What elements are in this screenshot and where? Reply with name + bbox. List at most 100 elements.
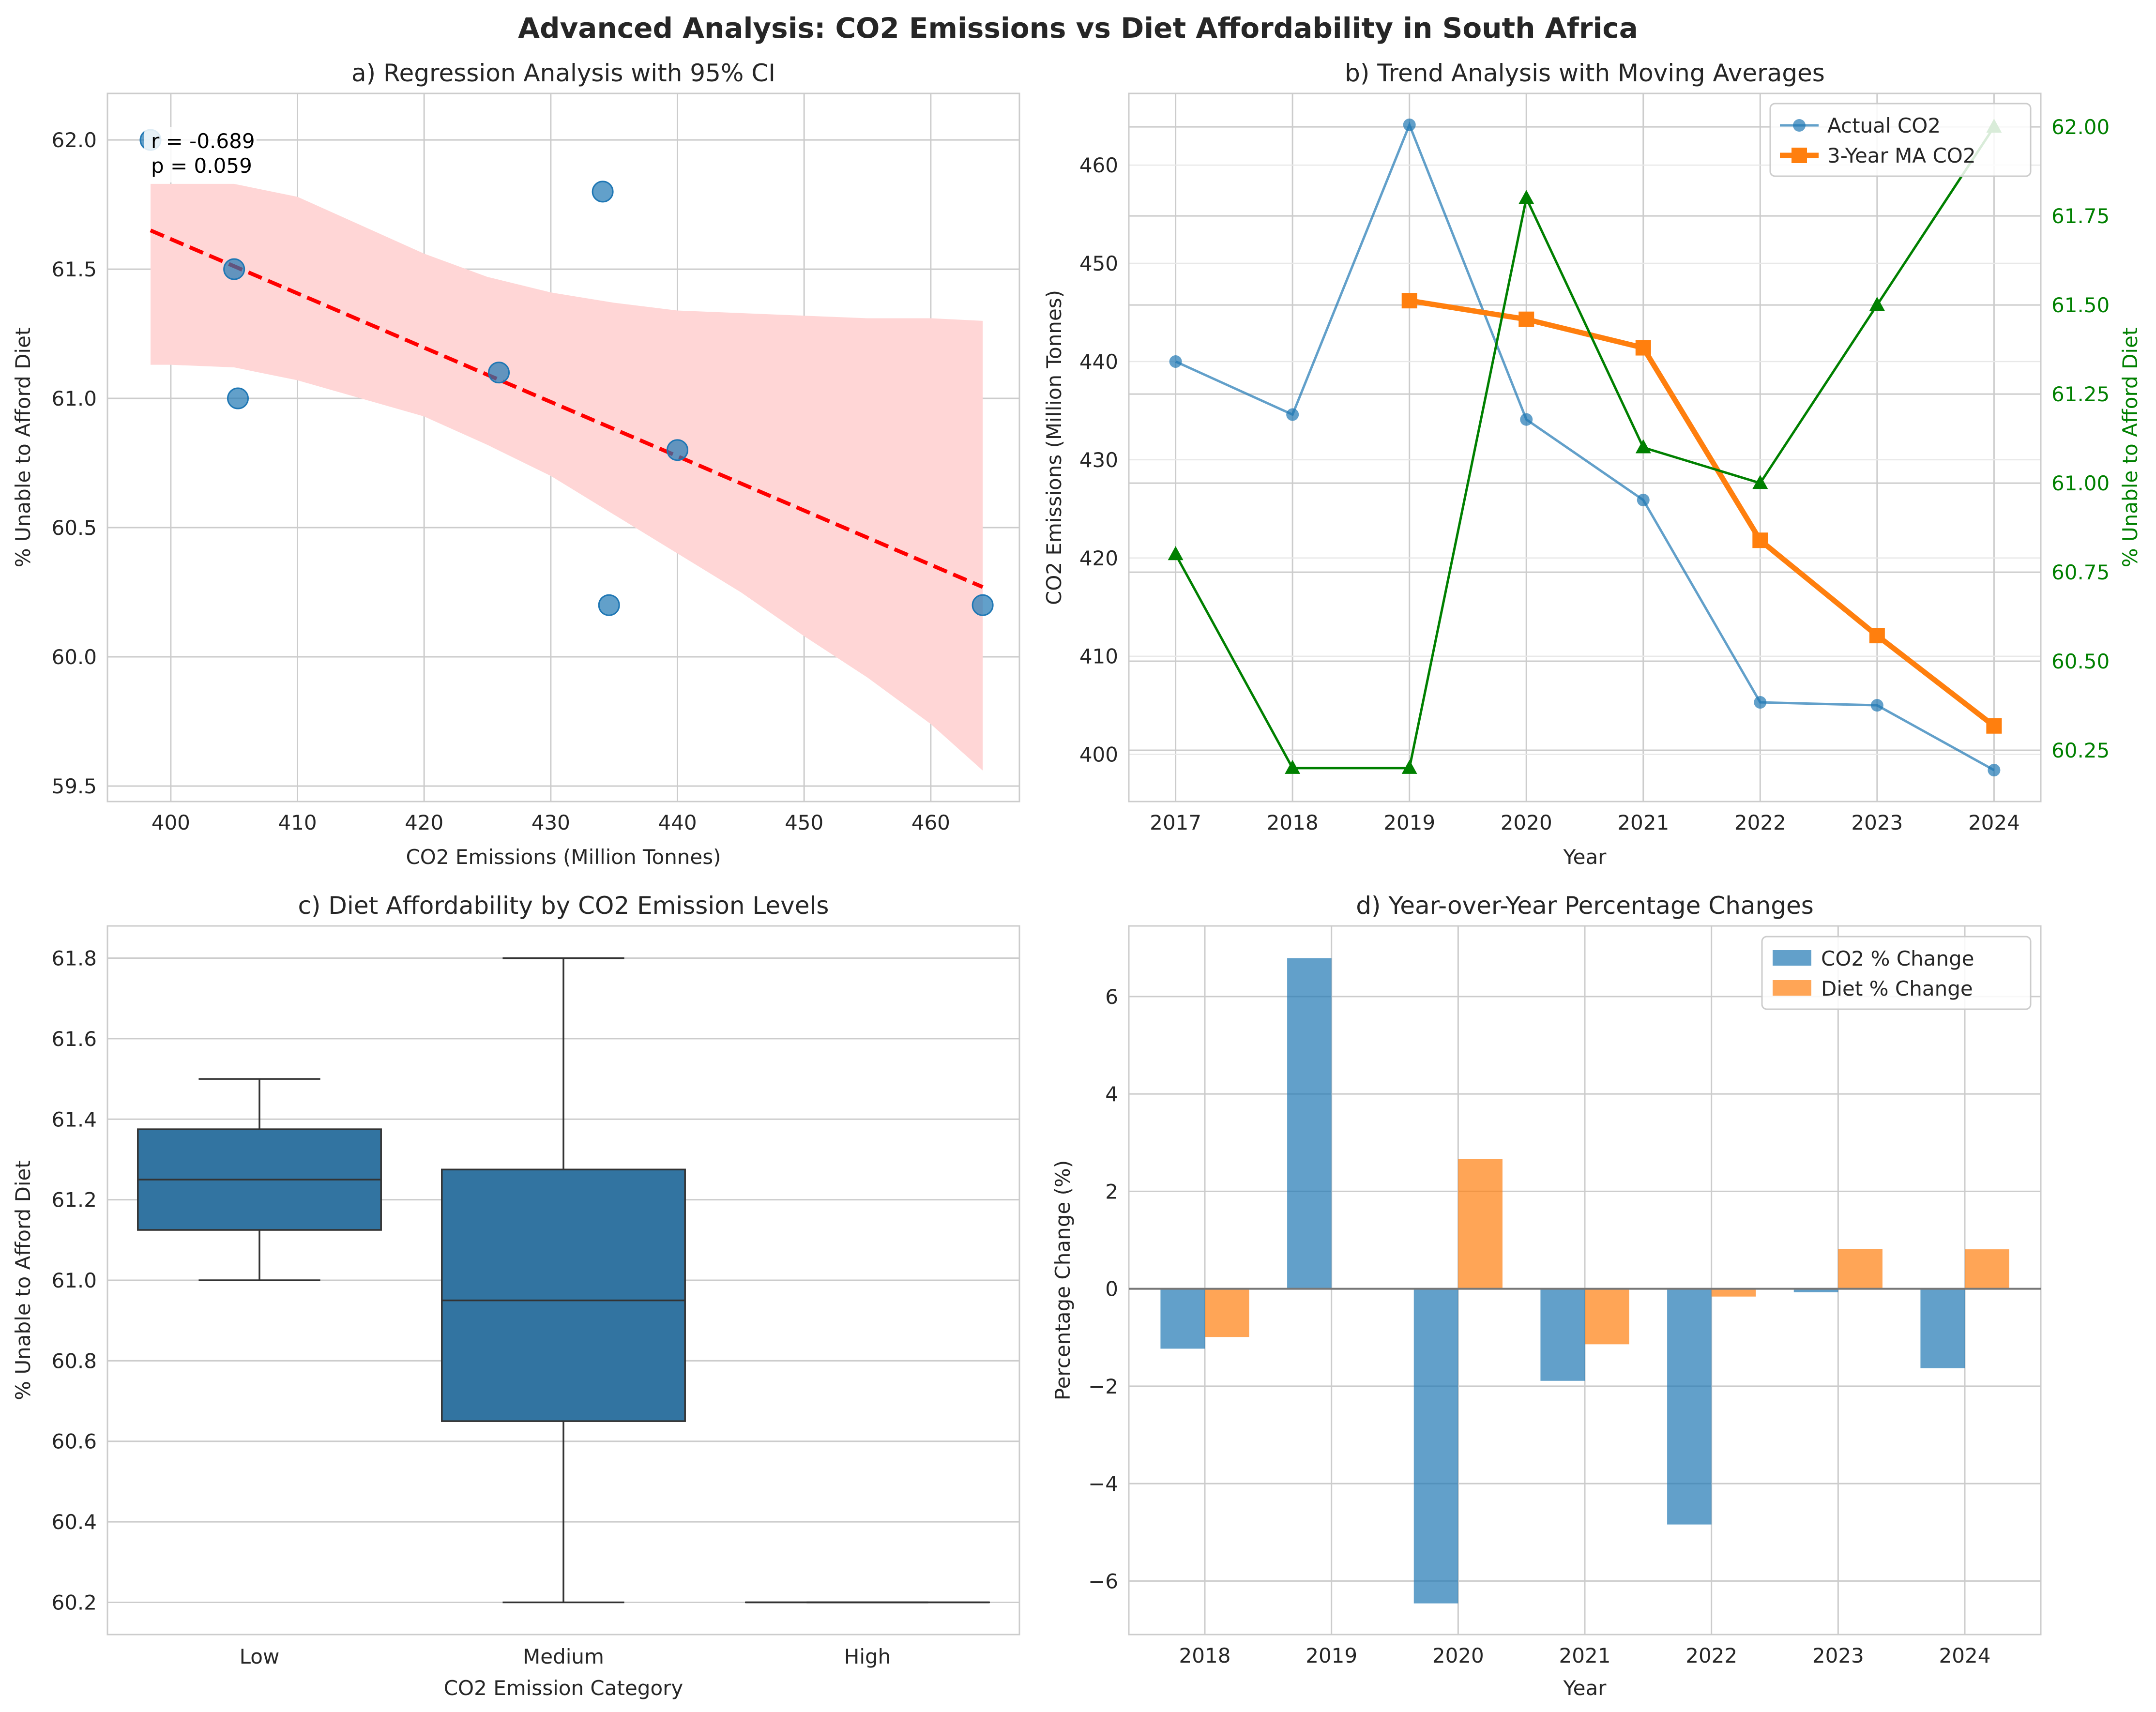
a-y-tick-label: 60.5 [51, 516, 97, 540]
b-y2-tick-label: 60.75 [2051, 561, 2110, 584]
d-co2-bar [1540, 1288, 1585, 1381]
a-scatter-point [972, 594, 994, 616]
b-ma-co2-marker [1986, 718, 2002, 734]
d-x-tick-label: 2024 [1939, 1644, 1991, 1667]
a-x-tick-label: 430 [531, 811, 570, 834]
d-y-tick-label: −4 [1088, 1472, 1118, 1496]
b-diet-marker [1285, 759, 1301, 774]
b-title: b) Trend Analysis with Moving Averages [1345, 59, 1825, 87]
d-diet-bar [1205, 1288, 1249, 1337]
c-y-tick-label: 61.2 [51, 1188, 97, 1212]
a-stats-r: r = -0.689 [151, 129, 255, 153]
b-y2-axis-label: % Unable to Afford Diet [2118, 328, 2142, 568]
panel-b-trend: 2017 2018 2019 2020 2021 2022 2023 2024 400 410 42… [1042, 59, 2142, 869]
b-y2-tick-label: 60.25 [2051, 739, 2110, 762]
c-y-tick-label: 60.4 [51, 1510, 97, 1534]
b-y2-tick-label: 61.75 [2051, 204, 2110, 228]
b-x-tick-label: 2024 [1968, 811, 2020, 834]
d-diet-bar [1585, 1288, 1629, 1345]
a-scatter-point [598, 594, 620, 616]
b-legend-actual-marker [1793, 119, 1806, 132]
b-y-tick-label: 410 [1079, 645, 1118, 668]
d-x-tick-label: 2021 [1559, 1644, 1611, 1667]
b-diet-line [1174, 126, 1995, 770]
c-y-tick-label: 61.6 [51, 1027, 97, 1051]
a-stats-p: p = 0.059 [151, 154, 252, 178]
d-co2-bar [1413, 1288, 1458, 1604]
b-y-tick-label: 420 [1079, 546, 1118, 570]
a-regression-line [150, 228, 984, 589]
d-legend-diet-label: Diet % Change [1821, 977, 1973, 1000]
b-diet-marker [1635, 439, 1651, 454]
d-legend-co2-swatch [1773, 950, 1811, 966]
a-x-tick-label: 450 [785, 811, 823, 834]
d-x-tick-label: 2018 [1179, 1644, 1231, 1667]
c-y-tick-label: 61.0 [51, 1269, 97, 1292]
c-y-tick-label: 60.6 [51, 1430, 97, 1454]
b-actual-co2-line [1175, 121, 1995, 772]
b-diet-marker [1168, 546, 1184, 561]
b-diet-marker [1869, 297, 1885, 311]
a-ci-band [150, 183, 983, 771]
b-frame [1128, 92, 2042, 803]
b-x-tick-label: 2022 [1734, 811, 1786, 834]
d-title: d) Year-over-Year Percentage Changes [1356, 892, 1814, 920]
d-x-tick-label: 2020 [1432, 1644, 1484, 1667]
b-y2-tick-label: 62.00 [2051, 115, 2110, 139]
b-actual-co2-point [1988, 764, 2001, 777]
d-legend-co2-label: CO2 % Change [1821, 947, 1974, 970]
b-actual-co2-point [1403, 118, 1416, 131]
b-x-tick-label: 2018 [1267, 811, 1319, 834]
b-actual-co2-point [1637, 494, 1650, 507]
c-y-tick-label: 61.4 [51, 1107, 97, 1131]
a-y-tick-label: 61.5 [51, 258, 97, 281]
a-scatter-point [667, 439, 688, 461]
b-legend-actual-label: Actual CO2 [1827, 114, 1941, 137]
d-y-axis-label: Percentage Change (%) [1051, 1160, 1075, 1400]
a-scatter-point [223, 258, 245, 280]
b-ma-co2-marker [1752, 532, 1768, 548]
b-ma-co2-marker [1401, 293, 1417, 309]
d-y-tick-label: 0 [1105, 1277, 1118, 1301]
d-co2-bar [1667, 1288, 1712, 1525]
b-y2-tick-label: 61.00 [2051, 471, 2110, 495]
b-y2-tick-label: 60.50 [2051, 650, 2110, 673]
figure-title: Advanced Analysis: CO2 Emissions vs Diet… [518, 12, 1638, 45]
c-x-tick-label: High [844, 1645, 891, 1668]
b-y-axis-label: CO2 Emissions (Million Tonnes) [1042, 290, 1066, 605]
b-diet-marker [1752, 475, 1768, 489]
b-actual-co2-point [1870, 699, 1883, 712]
a-x-tick-label: 460 [911, 811, 950, 834]
d-y-tick-label: −6 [1088, 1569, 1118, 1593]
a-y-tick-label: 62.0 [51, 128, 97, 152]
d-frame [1128, 925, 2042, 1636]
d-y-tick-label: −2 [1088, 1375, 1118, 1398]
a-scatter-point [227, 387, 249, 409]
d-diet-bar [1838, 1249, 1883, 1289]
b-y2-tick-label: 61.50 [2051, 293, 2110, 317]
a-scatter-point [592, 181, 614, 203]
d-x-tick-label: 2019 [1306, 1644, 1357, 1667]
a-y-tick-label: 60.0 [51, 645, 97, 669]
a-y-axis-label: % Unable to Afford Diet [11, 328, 35, 568]
d-co2-bar [1160, 1288, 1205, 1349]
b-x-axis-label: Year [1563, 845, 1607, 869]
d-co2-bar [1793, 1288, 1838, 1292]
b-legend-ma-marker [1792, 148, 1807, 163]
c-box [441, 1168, 686, 1422]
panel-a-regression: 400 410 420 430 440 450 460 59.5 60.0 60.5 61.0 61.… [11, 59, 1020, 869]
a-x-tick-label: 440 [658, 811, 697, 834]
b-diet-marker [1518, 190, 1534, 204]
b-x-tick-label: 2021 [1617, 811, 1669, 834]
a-scatter-point [488, 362, 510, 384]
c-y-tick-label: 61.8 [51, 947, 97, 970]
a-x-tick-label: 420 [405, 811, 443, 834]
b-legend-ma-label: 3-Year MA CO2 [1827, 144, 1976, 167]
b-diet-marker [1401, 759, 1417, 774]
a-x-tick-label: 400 [152, 811, 190, 834]
c-y-axis-label: % Unable to Afford Diet [11, 1160, 35, 1400]
b-y2-tick-label: 61.25 [2051, 382, 2110, 406]
d-diet-bar [1711, 1288, 1756, 1297]
b-actual-co2-point [1520, 413, 1533, 426]
d-legend-diet-swatch [1773, 980, 1811, 996]
